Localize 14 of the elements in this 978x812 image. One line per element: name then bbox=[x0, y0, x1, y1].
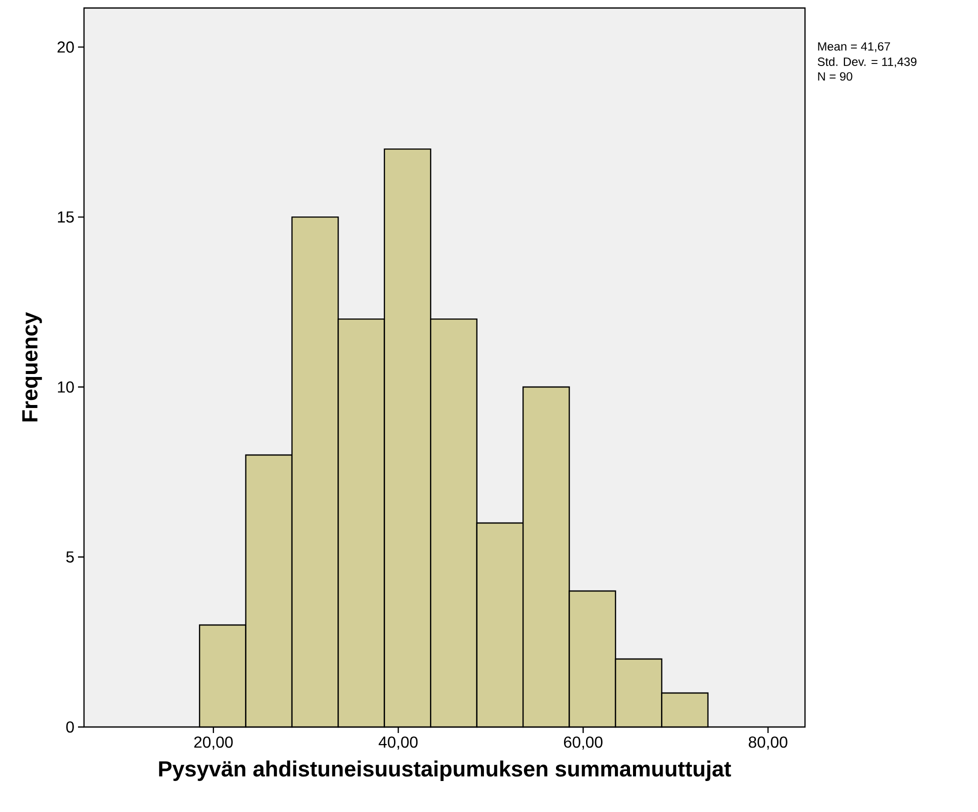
text: Std. Dev. = 11,439 bbox=[818, 57, 916, 68]
x-tick-label: 80,00 bbox=[748, 736, 788, 750]
x-tick-label: 60,00 bbox=[564, 736, 602, 750]
y-tick-label: 10 bbox=[58, 381, 74, 393]
x-axis-title: Pysyvän ahdistuneisuustaipumuksen summamuuttujat bbox=[159, 760, 732, 781]
y-tick-label: 5 bbox=[66, 551, 74, 563]
text: N = 90 bbox=[818, 72, 852, 81]
x-tick-label: 20,00 bbox=[194, 736, 233, 750]
y-axis-title: Frequency bbox=[22, 312, 42, 422]
y-tick-label: 0 bbox=[66, 721, 74, 733]
x-tick-label: 40,00 bbox=[378, 736, 418, 750]
y-tick-label: 15 bbox=[58, 211, 74, 223]
text: Mean = 41,67 bbox=[818, 42, 890, 52]
y-tick-label: 20 bbox=[58, 41, 74, 53]
